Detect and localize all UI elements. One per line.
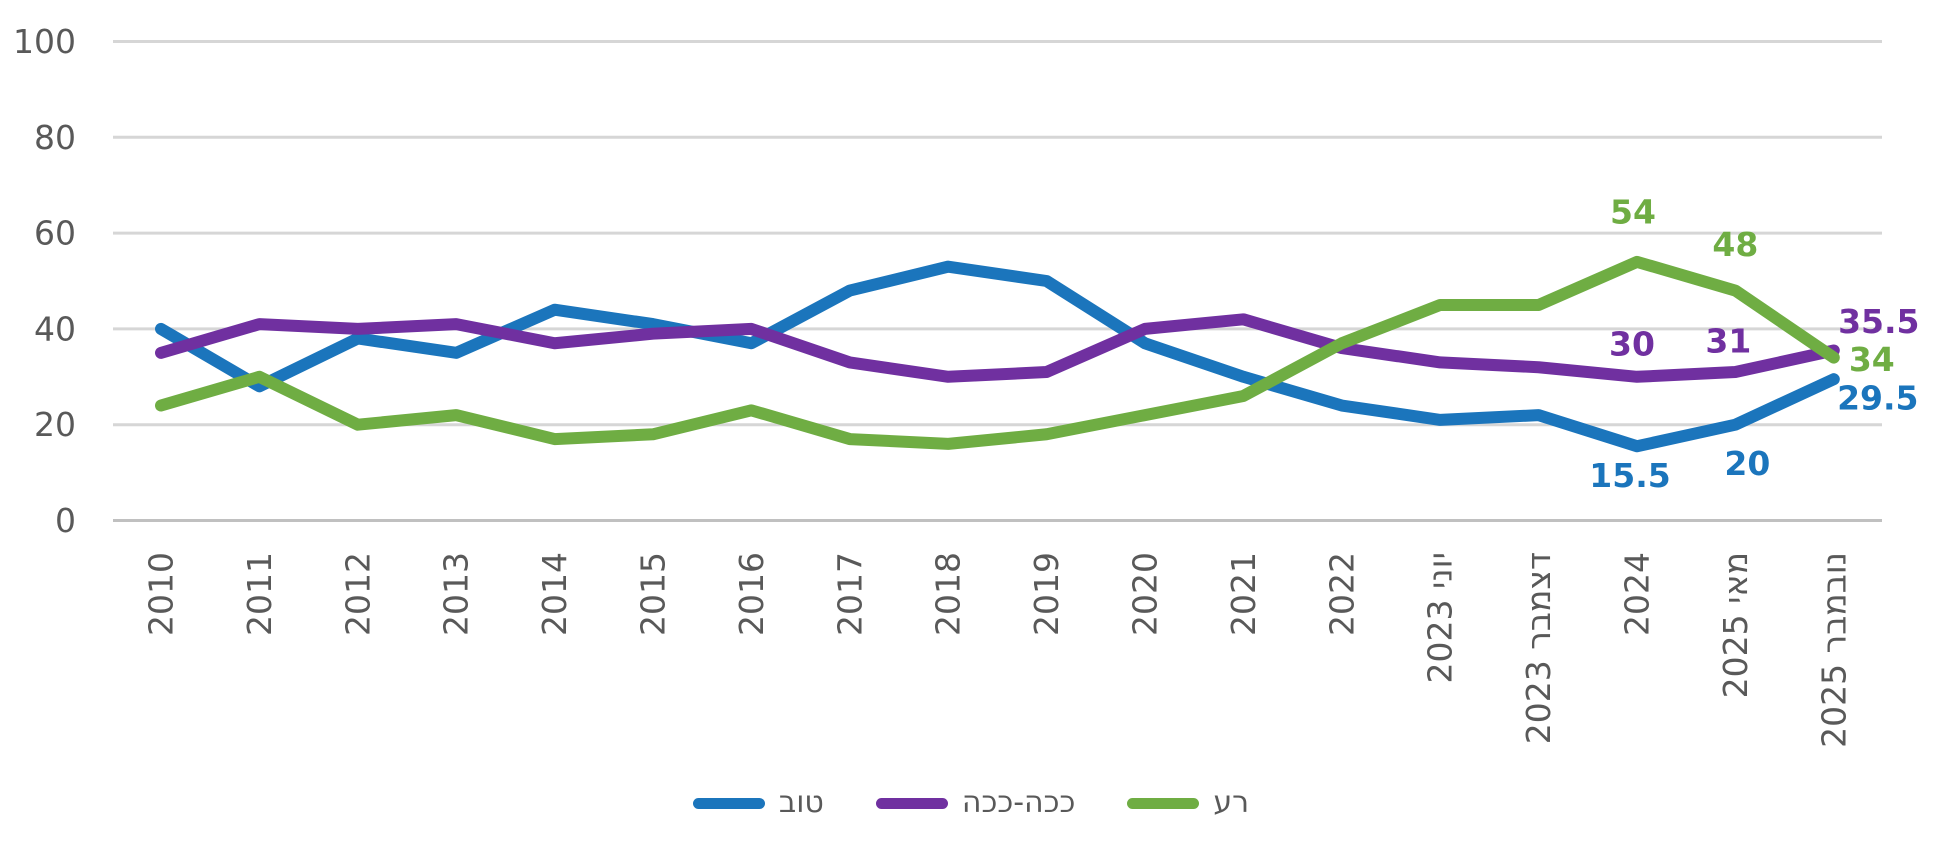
legend-swatch-good	[692, 797, 765, 809]
x-tick-label: 2014	[535, 552, 574, 636]
y-tick-label: 20	[34, 405, 76, 444]
x-tick-label: 2013	[437, 552, 476, 636]
data-label: 20	[1724, 444, 1770, 483]
y-tick-label: 0	[55, 501, 76, 540]
x-tick-label: 2019	[1027, 552, 1066, 636]
legend-item-soso: ככה-ככה	[875, 785, 1076, 820]
series-line-0	[155, 260, 1840, 453]
data-label: 30	[1609, 324, 1655, 363]
x-tick-label: דצמבר 2023	[1519, 552, 1558, 744]
data-label: 15.5	[1589, 456, 1670, 495]
series-line-2	[155, 255, 1840, 450]
x-tick-label: 2022	[1322, 552, 1361, 636]
legend-item-good: טוב	[692, 785, 824, 820]
y-tick-label: 80	[34, 118, 76, 157]
x-tick-label: 2016	[732, 552, 771, 636]
data-label: 35.5	[1838, 302, 1919, 341]
x-tick-label: נובמבר 2025	[1814, 552, 1853, 748]
data-label: 34	[1849, 340, 1895, 379]
legend-swatch-bad	[1127, 797, 1200, 809]
series-line-1	[155, 313, 1840, 383]
x-tick-label: מאי 2025	[1716, 552, 1755, 698]
legend-label-bad: רע	[1213, 785, 1250, 820]
x-tick-label: 2012	[338, 552, 377, 636]
data-label: 29.5	[1837, 379, 1918, 418]
x-tick-label: 2015	[634, 552, 673, 636]
x-tick-label: 2011	[240, 552, 279, 636]
y-tick-label: 60	[34, 214, 76, 253]
data-label: 31	[1705, 322, 1751, 361]
data-label: 48	[1712, 225, 1758, 264]
chart-legend: טוב ככה-ככה רע	[0, 788, 1942, 818]
x-tick-label: 2017	[830, 552, 869, 636]
x-tick-label: 2020	[1126, 552, 1165, 636]
x-tick-label: 2024	[1618, 552, 1657, 636]
legend-label-good: טוב	[778, 785, 824, 820]
x-tick-label: 2018	[929, 552, 968, 636]
x-tick-label: 2021	[1224, 552, 1263, 636]
x-tick-label: יוני 2023	[1421, 552, 1460, 683]
legend-item-bad: רע	[1127, 788, 1249, 818]
y-tick-label: 40	[34, 309, 76, 348]
legend-label-soso: ככה-ככה	[961, 785, 1076, 820]
y-tick-label: 100	[13, 22, 76, 61]
data-label: 54	[1610, 192, 1656, 231]
x-tick-label: 2010	[142, 552, 181, 636]
legend-swatch-soso	[875, 797, 948, 809]
